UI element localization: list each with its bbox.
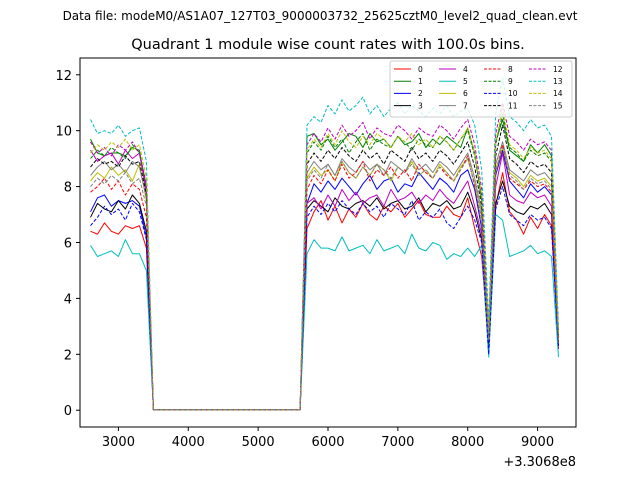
x-tick-label: 4000 <box>172 435 205 450</box>
x-tick-label: 7000 <box>381 435 414 450</box>
legend-label-9: 9 <box>508 77 513 86</box>
legend-label-14: 14 <box>553 89 563 98</box>
series-lines <box>90 77 559 411</box>
figure-suptitle: Data file: modeM0/AS1A07_127T03_90000037… <box>63 9 578 23</box>
legend-label-0: 0 <box>418 65 423 74</box>
legend-label-3: 3 <box>418 101 423 110</box>
series-line-15 <box>90 147 559 411</box>
y-tick-label: 8 <box>64 181 72 196</box>
legend-label-13: 13 <box>553 77 563 86</box>
legend-label-11: 11 <box>508 101 518 110</box>
x-axis-offset-label: +3.3068e8 <box>503 455 576 470</box>
x-tick-label: 9000 <box>521 435 554 450</box>
x-tick-label: 8000 <box>451 435 484 450</box>
x-tick-label: 3000 <box>102 435 135 450</box>
legend-label-2: 2 <box>418 89 423 98</box>
legend-box <box>389 60 573 118</box>
y-tick-label: 12 <box>55 69 72 84</box>
y-tick-label: 6 <box>64 237 72 252</box>
y-tick-label: 10 <box>55 125 72 140</box>
series-line-14 <box>90 107 559 411</box>
x-tick-label: 6000 <box>311 435 344 450</box>
legend-label-5: 5 <box>463 77 468 86</box>
legend-label-1: 1 <box>418 77 423 86</box>
legend-label-12: 12 <box>553 65 563 74</box>
series-line-11 <box>90 124 559 411</box>
legend-label-15: 15 <box>553 101 563 110</box>
chart-title: Quadrant 1 module wise count rates with … <box>131 37 525 53</box>
y-tick-label: 2 <box>64 348 72 363</box>
axes-frame <box>79 57 577 428</box>
legend-label-8: 8 <box>508 65 513 74</box>
legend-label-7: 7 <box>463 101 468 110</box>
legend-label-10: 10 <box>508 89 518 98</box>
legend-label-6: 6 <box>463 89 468 98</box>
y-tick-label: 4 <box>64 292 72 307</box>
x-tick-label: 5000 <box>242 435 275 450</box>
y-tick-label: 0 <box>64 404 72 419</box>
legend-label-4: 4 <box>463 65 468 74</box>
